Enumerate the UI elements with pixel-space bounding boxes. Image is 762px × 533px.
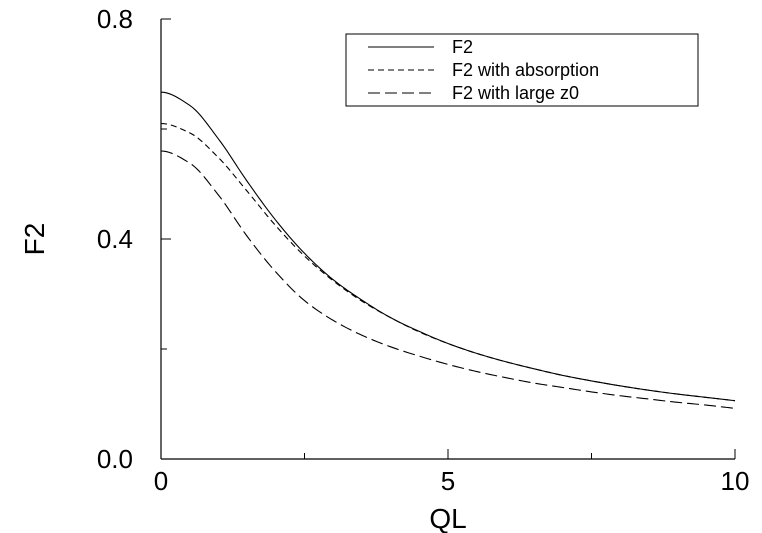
series-layer xyxy=(160,91,736,409)
x-tick-label: 10 xyxy=(721,466,750,496)
y-axis-title: F2 xyxy=(19,223,50,256)
y-tick-label: 0.0 xyxy=(97,444,133,474)
legend-label-2: F2 with absorption xyxy=(452,60,599,80)
legend-box xyxy=(345,33,699,107)
legend: F2 F2 with absorption F2 with large z0 xyxy=(345,33,699,107)
series-line-2 xyxy=(160,122,736,402)
x-tick-label: 0 xyxy=(154,466,168,496)
legend-label-3: F2 with large z0 xyxy=(452,83,579,103)
series-line-1 xyxy=(160,91,736,402)
legend-label-1: F2 xyxy=(452,37,473,57)
series-line-3 xyxy=(160,150,736,409)
x-axis-title: QL xyxy=(429,503,466,533)
axes: 0 5 10 0.0 0.4 0.8 QL F2 xyxy=(19,4,749,533)
x-tick-label: 5 xyxy=(441,466,455,496)
y-tick-label: 0.4 xyxy=(97,224,133,254)
y-tick-label: 0.8 xyxy=(97,4,133,34)
